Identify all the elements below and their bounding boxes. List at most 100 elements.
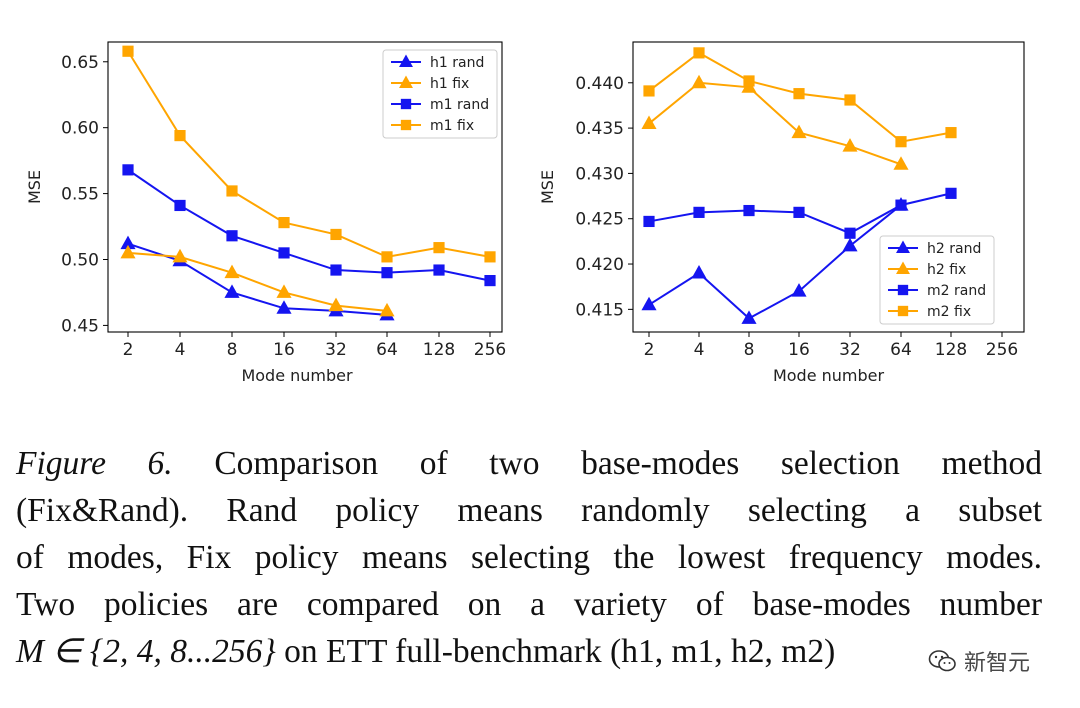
data-point: [945, 187, 957, 199]
x-axis-label: Mode number: [241, 366, 353, 385]
caption-line-4: Two policies are compared on a variety o…: [16, 586, 1042, 623]
x-tick-label: 32: [839, 340, 861, 360]
y-tick-label: 0.50: [61, 251, 99, 271]
caption-line-1-text: Comparison of two base-modes selection m…: [214, 445, 1043, 482]
caption-line-2: (Fix&Rand). Rand policy means randomly s…: [16, 492, 1042, 529]
data-point: [842, 138, 858, 152]
x-axis-label: Mode number: [773, 366, 885, 385]
data-point: [691, 265, 707, 279]
data-point: [793, 88, 805, 100]
data-point: [893, 156, 909, 170]
data-point: [741, 310, 757, 324]
x-tick-label: 4: [694, 340, 705, 360]
data-point: [433, 242, 445, 254]
legend-marker: [897, 305, 909, 317]
legend-label: h2 rand: [927, 241, 981, 257]
data-point: [945, 127, 957, 139]
x-tick-label: 4: [175, 340, 186, 360]
legend-label: h1 rand: [430, 55, 484, 71]
x-tick-label: 64: [890, 340, 912, 360]
data-point: [791, 283, 807, 297]
data-point: [791, 124, 807, 139]
y-tick-label: 0.55: [61, 185, 99, 205]
x-tick-label: 256: [986, 340, 1018, 360]
x-tick-label: 2: [123, 340, 134, 360]
figure-caption: Figure 6. Comparison of two base-modes s…: [16, 440, 1042, 675]
data-point: [226, 185, 238, 197]
y-tick-label: 0.415: [575, 300, 624, 320]
figure-charts: 2 4 8 16 32 64 128 256 0.45 0.50 0.55 0.60 0.65 Mode …: [25, 41, 1025, 385]
series-m1-fix: [122, 45, 496, 263]
data-point: [330, 228, 342, 241]
data-point: [484, 251, 496, 263]
data-point: [743, 204, 755, 217]
legend-label: m1 fix: [430, 118, 474, 134]
y-axis-label: MSE: [538, 170, 557, 204]
data-point: [330, 264, 342, 276]
legend: h1 rand h1 fix m1 rand m1 fix: [382, 49, 498, 139]
data-point: [224, 284, 240, 298]
legend-marker: [400, 98, 412, 110]
data-point: [174, 199, 186, 212]
data-point: [381, 267, 393, 279]
data-point: [379, 302, 395, 317]
data-point: [641, 296, 657, 311]
data-point: [844, 227, 856, 239]
y-tick-label: 0.440: [575, 74, 624, 94]
y-tick-label: 0.60: [61, 119, 99, 139]
data-point: [842, 237, 858, 252]
x-tick-label: 16: [788, 340, 810, 360]
data-point: [278, 217, 290, 229]
series-line: [127, 242, 388, 316]
x-tick-label: 8: [744, 340, 755, 360]
data-point: [381, 251, 393, 263]
data-point: [278, 247, 290, 259]
caption-line-5-text: on ETT full-benchmark (h1, m1, h2, m2): [284, 633, 836, 670]
series-m2-fix: [643, 47, 957, 148]
data-point: [484, 275, 496, 287]
series-h1-fix: [120, 244, 395, 317]
chart-right: 2 4 8 16 32 64 128 256 0.415 0.420 0.425 0.430 0.435…: [538, 41, 1025, 385]
series-line: [648, 204, 902, 320]
x-tick-label: 32: [325, 340, 347, 360]
data-point: [895, 136, 907, 148]
series-line: [127, 169, 491, 282]
data-point: [122, 45, 134, 57]
series-m1-rand: [122, 164, 496, 287]
y-tick-label: 0.420: [575, 255, 624, 275]
legend-label: h2 fix: [927, 262, 966, 278]
y-tick-label: 0.65: [61, 53, 99, 73]
data-point: [120, 235, 136, 250]
data-point: [643, 85, 655, 97]
x-tick-label: 128: [935, 340, 967, 360]
data-point: [276, 300, 292, 314]
data-point: [844, 94, 856, 106]
data-point: [693, 206, 705, 218]
series-m2-rand: [643, 187, 957, 239]
legend-box: [879, 235, 995, 325]
y-tick-label: 0.435: [575, 119, 624, 139]
y-tick-label: 0.430: [575, 164, 624, 184]
series-line: [648, 81, 902, 166]
data-point: [895, 199, 907, 211]
x-tick-label: 64: [376, 340, 398, 360]
legend-label: m2 rand: [927, 283, 986, 299]
data-point: [120, 244, 136, 259]
legend-box: [382, 49, 498, 139]
chart-left: 2 4 8 16 32 64 128 256 0.45 0.50 0.55 0.60 0.65 Mode …: [25, 41, 506, 385]
data-point: [693, 47, 705, 59]
watermark: 新智元: [928, 645, 1030, 677]
data-point: [226, 230, 238, 242]
y-tick-label: 0.45: [61, 316, 99, 336]
caption-figure-label: Figure 6.: [16, 445, 173, 482]
data-point: [328, 297, 344, 312]
x-tick-label: 16: [273, 340, 295, 360]
legend-label: m2 fix: [927, 304, 971, 320]
caption-line-1: Figure 6. Comparison of two base-modes s…: [16, 440, 1042, 487]
y-tick-label: 0.425: [575, 210, 624, 230]
legend-marker: [399, 54, 413, 68]
y-axis-label: MSE: [25, 170, 44, 204]
x-tick-label: 2: [644, 340, 655, 360]
caption-line-3: of modes, Fix policy means selecting the…: [16, 539, 1042, 576]
data-point: [122, 164, 134, 176]
